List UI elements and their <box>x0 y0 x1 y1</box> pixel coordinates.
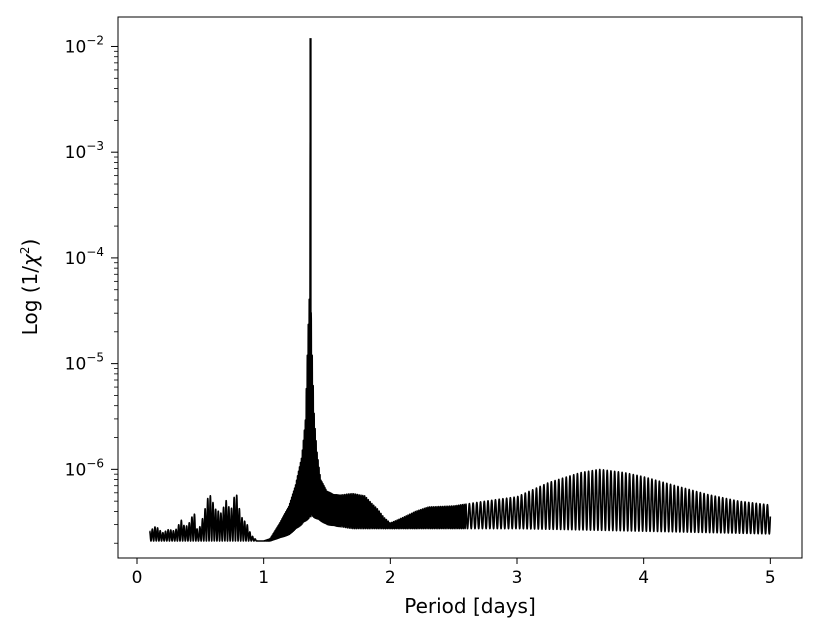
x-tick-label: 1 <box>258 568 269 588</box>
y-tick-label: 10−4 <box>65 245 104 269</box>
x-axis-label: Period [days] <box>404 594 536 618</box>
y-tick-label: 10−2 <box>65 33 104 57</box>
y-tick-label: 10−5 <box>65 351 104 375</box>
y-axis-ticks: 10−6 10−5 10−4 10−3 10−2 <box>65 33 118 544</box>
x-tick-label: 0 <box>132 568 143 588</box>
x-tick-label: 4 <box>638 568 649 588</box>
y-axis-label: Log (1/χ2) <box>18 239 42 336</box>
x-axis-ticks: 0 1 2 3 4 5 <box>132 558 776 588</box>
plot-frame <box>117 16 803 559</box>
y-tick-label: 10−3 <box>65 139 104 163</box>
y-tick-label: 10−6 <box>65 456 104 480</box>
x-tick-label: 5 <box>765 568 776 588</box>
x-tick-label: 3 <box>512 568 523 588</box>
series-line <box>148 141 772 542</box>
x-tick-label: 2 <box>385 568 396 588</box>
plot-area <box>148 38 772 542</box>
